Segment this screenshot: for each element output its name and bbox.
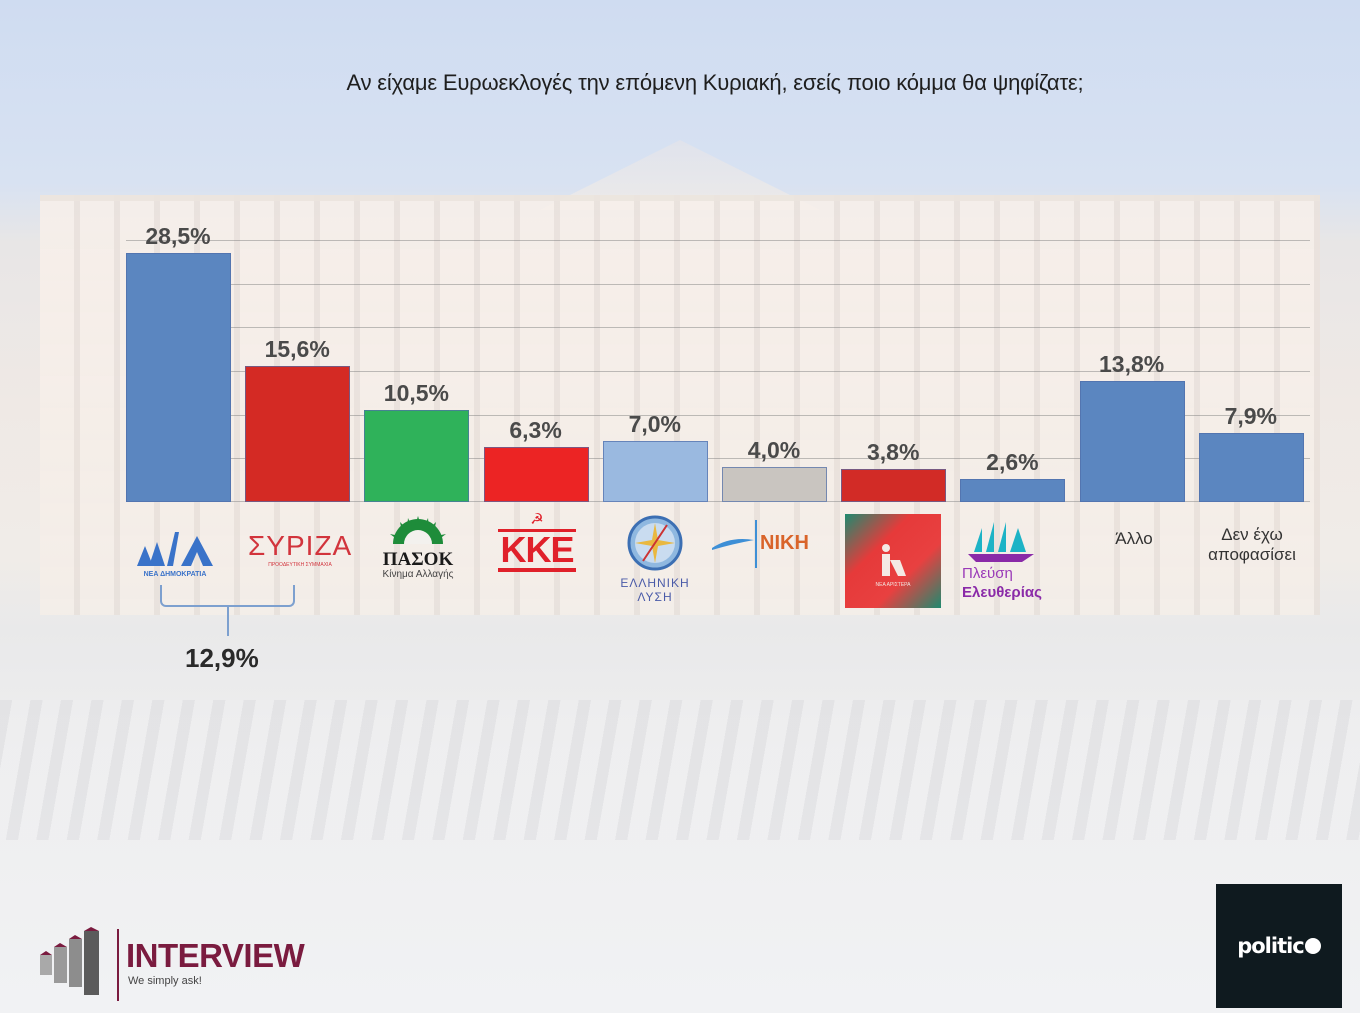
pasok-mark: ΠΑΣΟΚ [382, 549, 454, 570]
pasok-subtitle: Κίνημα Αλλαγής [382, 569, 454, 580]
bar [722, 467, 827, 502]
x-axis-baseline [126, 501, 1310, 502]
kke-logo: ☭ ΚΚΕ [496, 512, 578, 573]
bar [602, 440, 708, 502]
bar-value-label: 3,8% [866, 438, 920, 465]
plefsi-line1: Πλεύση [962, 565, 1013, 582]
ship-icon [968, 522, 1034, 562]
bar-value-label: 6,3% [509, 416, 562, 443]
gridline [126, 458, 1310, 460]
niki-logo: ΝΙΚΗ [710, 516, 828, 568]
nd-mark-icon [137, 532, 213, 566]
bar-value-label: 13,8% [1098, 351, 1165, 378]
syriza-mark: ΣΥΡΙΖΑ [248, 530, 353, 561]
interview-logo: INTERVIEW We simply ask! [36, 925, 336, 1005]
bar-value-label: 28,5% [145, 223, 211, 250]
bar-value-label: 4,0% [747, 437, 801, 464]
nea-aristera-logo: ΝΕΑ ΑΡΙΣΤΕΡΑ [845, 514, 941, 608]
pasok-logo: ΠΑΣΟΚ Κίνημα Αλλαγής [375, 516, 461, 580]
gridline [126, 240, 1310, 241]
gridline [126, 371, 1310, 372]
bar [364, 410, 470, 502]
politic-brand: politic [1237, 934, 1305, 958]
bar-value-label: 10,5% [383, 380, 449, 407]
difference-bracket-stem [227, 606, 229, 636]
plot-area [126, 240, 1310, 502]
interview-divider [117, 929, 119, 1001]
niki-mark: ΝΙΚΗ [760, 532, 809, 554]
elliniki-lysi-logo: ΕΛΛΗΝΙΚΗ ΛΥΣΗ [615, 515, 695, 604]
compass-icon [627, 515, 683, 571]
bar [483, 446, 589, 502]
syriza-logo: ΣΥΡΙΖΑ ΠΡΟΟΔΕΥΤΙΚΗ ΣΥΜΜΑΧΙΑ [248, 530, 352, 568]
interview-brand: INTERVIEW [126, 937, 305, 974]
bar [841, 468, 947, 502]
background-ground [0, 700, 1360, 840]
gridline [126, 327, 1310, 329]
kke-bottom-rule [498, 568, 576, 572]
bar [1198, 433, 1304, 502]
category-den-exo-line2: αποφασίσει [1208, 545, 1296, 564]
plefsi-logo: Πλεύση Ελευθερίας [962, 514, 1072, 602]
politic-gr-badge-icon [1304, 938, 1321, 954]
bar [960, 479, 1066, 502]
nd-logo: ΝΕΑ ΔΗΜΟΚΡΑΤΙΑ [130, 528, 220, 578]
chart-title: Αν είχαμε Ευρωεκλογές την επόμενη Κυριακ… [346, 70, 1084, 95]
category-den-exo-line1: Δεν έχω [1221, 525, 1283, 544]
difference-bracket [160, 585, 295, 607]
elliniki-line1: ΕΛΛΗΝΙΚΗ [620, 576, 690, 590]
bar-value-label: 15,6% [264, 335, 330, 362]
bar [245, 365, 351, 502]
nea-aristera-subtitle: ΝΕΑ ΑΡΙΣΤΕΡΑ [875, 582, 911, 588]
interview-bars-icon [40, 927, 99, 995]
politic-logo: politic [1216, 884, 1342, 1008]
pasok-sun-icon [390, 516, 446, 544]
difference-label: 12,9% [185, 643, 259, 673]
nea-aristera-mark-icon [882, 544, 906, 576]
bar [1079, 381, 1185, 502]
kke-mark: ΚΚΕ [500, 529, 574, 570]
nd-subtitle: ΝΕΑ ΔΗΜΟΚΡΑΤΙΑ [143, 571, 207, 578]
gridline [126, 283, 1310, 285]
syriza-subtitle: ΠΡΟΟΔΕΥΤΙΚΗ ΣΥΜΜΑΧΙΑ [268, 562, 332, 568]
category-allo: Άλλο [1115, 529, 1153, 548]
bar-value-label: 7,0% [628, 410, 682, 437]
gridline [126, 414, 1310, 416]
hammer-sickle-icon: ☭ [530, 511, 544, 528]
bar-value-label: 7,9% [1224, 403, 1278, 429]
elliniki-line2: ΛΥΣΗ [637, 590, 673, 604]
plefsi-line2: Ελευθερίας [962, 584, 1042, 601]
category-den-exo: Δεν έχω αποφασίσει [1192, 525, 1312, 565]
interview-tagline: We simply ask! [128, 975, 202, 987]
niki-swoosh-icon [712, 520, 757, 568]
bar-value-label: 2,6% [986, 449, 1039, 476]
bar [126, 253, 231, 502]
kke-top-rule [498, 529, 576, 532]
